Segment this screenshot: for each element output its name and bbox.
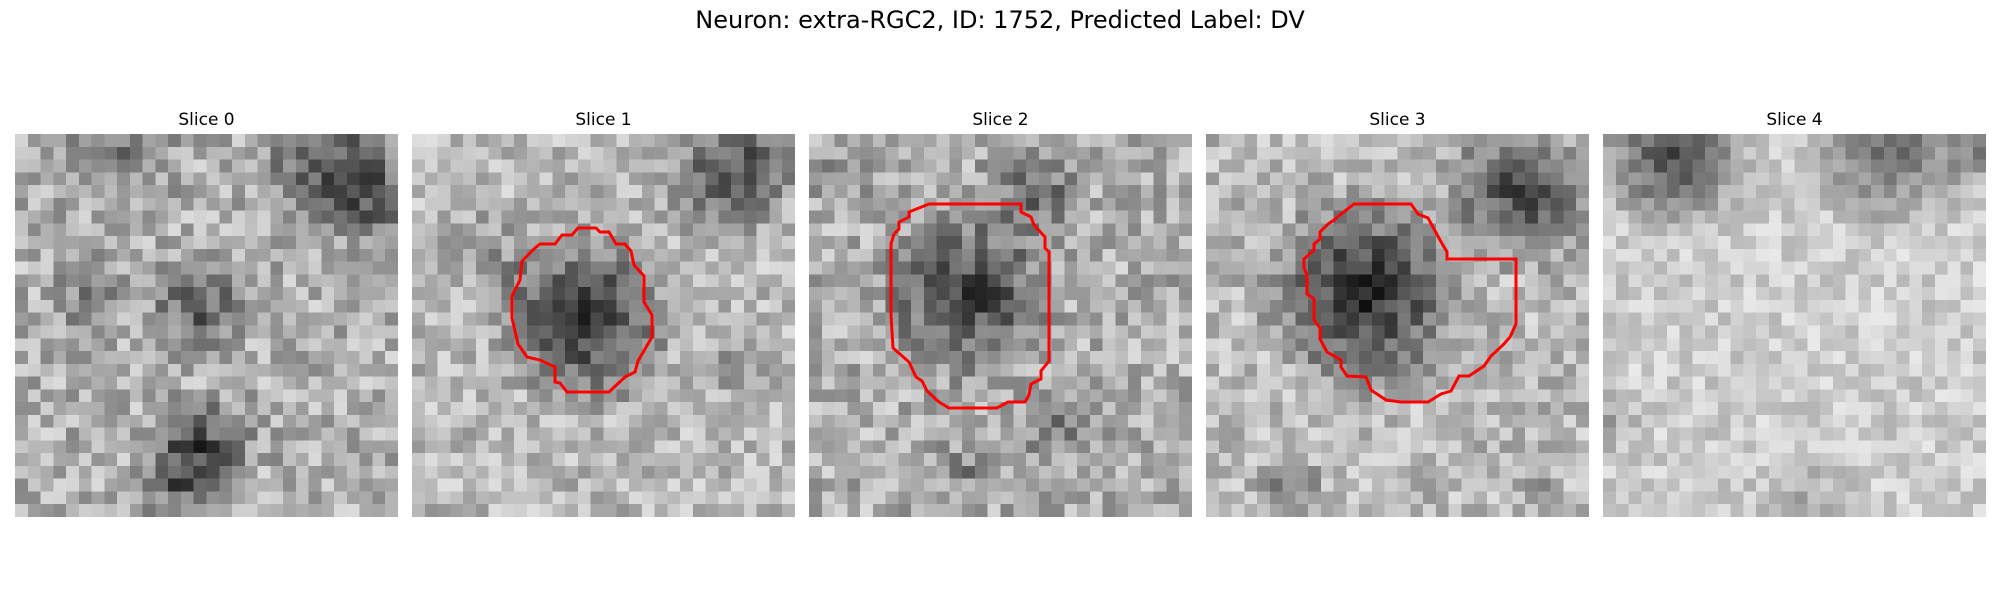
slice-image-frame bbox=[1206, 134, 1589, 517]
slice-title: Slice 2 bbox=[972, 110, 1029, 130]
slice-title: Slice 3 bbox=[1369, 110, 1426, 130]
slice-panel-0: Slice 0 bbox=[15, 110, 398, 517]
slice-panel-2: Slice 2 bbox=[809, 110, 1192, 517]
slice-title: Slice 1 bbox=[575, 110, 632, 130]
slice-image-frame bbox=[1603, 134, 1986, 517]
slice-title: Slice 4 bbox=[1766, 110, 1823, 130]
slice-panel-1: Slice 1 bbox=[412, 110, 795, 517]
slice-image bbox=[1206, 134, 1589, 517]
slice-panel-4: Slice 4 bbox=[1603, 110, 1986, 517]
slice-image bbox=[1603, 134, 1986, 517]
roi-outline bbox=[1302, 202, 1518, 404]
slice-panel-3: Slice 3 bbox=[1206, 110, 1589, 517]
slice-image bbox=[809, 134, 1192, 517]
figure-title: Neuron: extra-RGC2, ID: 1752, Predicted … bbox=[695, 6, 1305, 34]
slice-image-frame bbox=[809, 134, 1192, 517]
roi-outline bbox=[510, 226, 654, 394]
slice-image bbox=[15, 134, 398, 517]
roi-outline bbox=[889, 202, 1051, 410]
slice-image bbox=[412, 134, 795, 517]
slice-title: Slice 0 bbox=[178, 110, 235, 130]
slice-image-frame bbox=[412, 134, 795, 517]
slice-image-frame bbox=[15, 134, 398, 517]
